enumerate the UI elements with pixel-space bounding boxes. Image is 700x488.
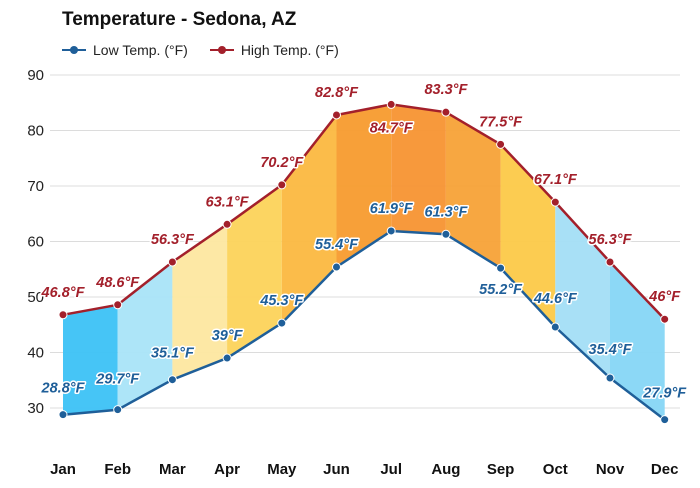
high-data-label-dec: 46°F [648, 289, 681, 305]
temp-band-oct [555, 202, 610, 379]
high-data-label-aug: 83.3°F [424, 82, 468, 98]
low-point-nov [605, 373, 615, 383]
low-data-label-feb: 29.7°F [95, 372, 140, 388]
high-data-label-sep: 77.5°F [479, 114, 523, 130]
chart-title: Temperature - Sedona, AZ [62, 9, 297, 30]
low-data-label-jan: 28.8°F [41, 381, 86, 397]
temp-band-jul [391, 104, 446, 235]
low-data-label-apr: 39°F [212, 328, 244, 344]
x-tick-label-sep: Sep [487, 461, 515, 478]
high-data-label-nov: 56.3°F [589, 232, 633, 248]
high-point-jan [58, 310, 68, 320]
temp-band-mar [172, 224, 228, 380]
x-tick-label-dec: Dec [651, 461, 679, 478]
high-point-dec [660, 314, 670, 324]
x-tick-label-may: May [267, 461, 297, 478]
x-tick-label-aug: Aug [431, 461, 460, 478]
legend-item-low[interactable]: Low Temp. (°F) [62, 42, 188, 58]
x-tick-label-apr: Apr [214, 461, 240, 478]
high-point-sep [496, 139, 506, 149]
x-tick-label-jan: Jan [50, 461, 76, 478]
low-data-label-oct: 44.6°F [533, 291, 578, 307]
x-tick-label-jul: Jul [380, 461, 402, 478]
high-temp-line [62, 103, 666, 321]
low-data-label-jun: 55.4°F [315, 237, 359, 253]
low-data-label-aug: 61.3°F [424, 204, 468, 220]
low-data-label-may: 45.3°F [259, 293, 304, 309]
high-point-may [277, 180, 287, 190]
x-tick-label-mar: Mar [159, 461, 186, 478]
temp-band-aug [445, 112, 501, 269]
temp-band-apr [227, 184, 282, 359]
legend: Low Temp. (°F) High Temp. (°F) [62, 42, 339, 58]
y-tick-label-70: 70 [27, 178, 44, 195]
low-data-label-nov: 35.4°F [589, 342, 633, 358]
y-tick-label-90: 90 [27, 67, 44, 84]
temp-band-nov [610, 262, 665, 420]
high-point-mar [167, 257, 177, 267]
low-point-jun [332, 262, 341, 272]
legend-label-low: Low Temp. (°F) [93, 42, 188, 58]
legend-item-high[interactable]: High Temp. (°F) [209, 42, 339, 58]
high-data-label-jun: 82.8°F [315, 85, 359, 101]
x-tick-label-feb: Feb [104, 461, 131, 478]
y-tick-label-40: 40 [27, 345, 44, 362]
y-tick-label-50: 50 [27, 289, 44, 306]
high-data-label-oct: 67.1°F [534, 172, 578, 188]
low-point-aug [441, 229, 451, 239]
temp-band-jun [336, 104, 392, 268]
high-point-jun [332, 110, 341, 120]
low-data-label-mar: 35.1°F [151, 346, 195, 362]
temp-band-may [281, 114, 337, 324]
high-legend-marker [209, 45, 234, 55]
high-data-label-feb: 48.6°F [95, 275, 140, 291]
y-tick-label-80: 80 [27, 123, 44, 140]
x-tick-label-nov: Nov [596, 461, 625, 478]
low-point-sep [496, 263, 506, 273]
low-temp-line [62, 229, 666, 421]
high-data-label-mar: 56.3°F [151, 232, 195, 248]
low-data-label-sep: 55.2°F [479, 282, 523, 298]
temp-band-feb [117, 262, 173, 410]
high-point-aug [441, 107, 451, 117]
high-data-label-jan: 46.8°F [41, 285, 86, 301]
x-tick-label-jun: Jun [323, 461, 350, 478]
y-tick-label-30: 30 [27, 400, 44, 417]
high-point-oct [550, 197, 560, 207]
high-point-jul [386, 99, 396, 109]
high-point-nov [605, 257, 615, 267]
low-point-oct [550, 322, 560, 332]
low-legend-marker [62, 45, 86, 55]
low-point-feb [113, 405, 123, 415]
low-point-apr [222, 353, 232, 363]
low-point-may [277, 318, 287, 328]
legend-label-high: High Temp. (°F) [240, 42, 339, 58]
high-data-label-may: 70.2°F [260, 155, 304, 171]
high-data-label-jul: 84.7°F [370, 120, 414, 136]
temp-band-jan [63, 304, 118, 415]
high-data-label-apr: 63.1°F [206, 194, 250, 210]
low-data-label-jul: 61.9°F [370, 201, 414, 217]
low-point-mar [167, 375, 177, 385]
high-point-apr [222, 219, 232, 229]
low-data-label-dec: 27.9°F [642, 386, 687, 402]
low-point-dec [660, 415, 670, 425]
low-point-jan [58, 410, 68, 420]
low-point-jul [386, 226, 396, 236]
x-tick-label-oct: Oct [543, 461, 568, 478]
y-tick-label-60: 60 [27, 234, 44, 251]
high-point-feb [113, 300, 123, 310]
